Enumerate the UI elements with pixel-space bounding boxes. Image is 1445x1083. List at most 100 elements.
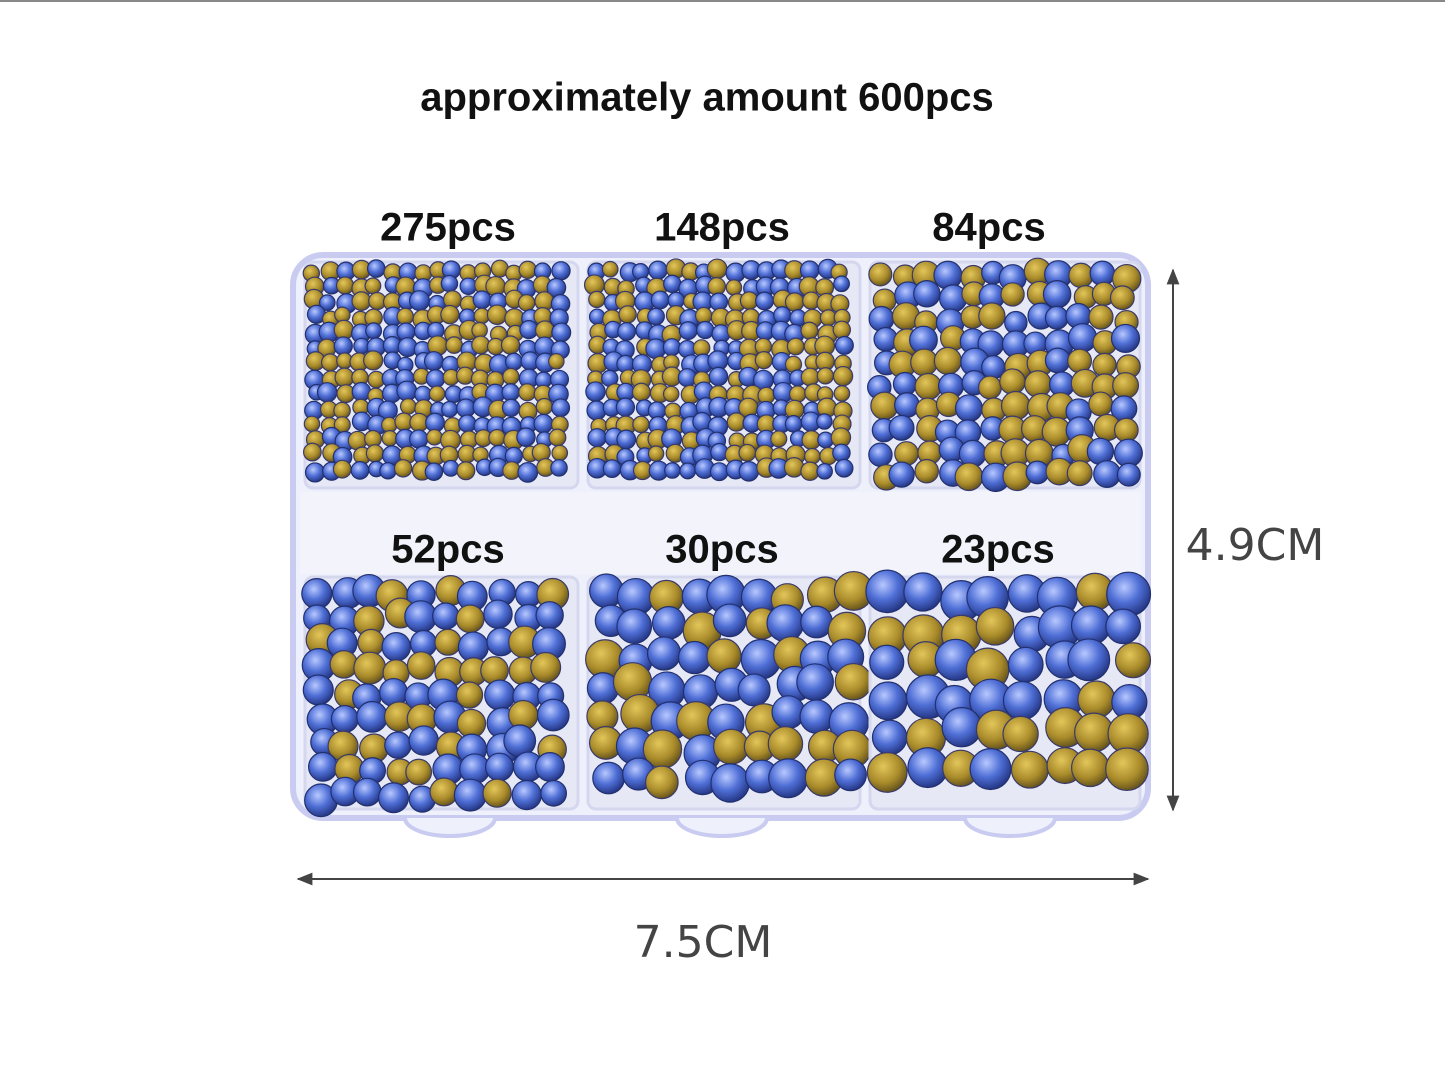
- rhinestone: [333, 336, 353, 356]
- rhinestone: [738, 443, 757, 462]
- rhinestone: [516, 427, 536, 447]
- rhinestone: [440, 274, 459, 293]
- rhinestone: [647, 307, 665, 326]
- divider: [300, 492, 1141, 574]
- rhinestone: [445, 336, 463, 354]
- rhinestone: [975, 606, 1015, 646]
- rhinestone: [999, 368, 1026, 395]
- rhinestone: [771, 695, 806, 730]
- rhinestone: [617, 322, 637, 341]
- rhinestone: [869, 644, 905, 680]
- rhinestone: [518, 260, 537, 280]
- title: approximately amount 600pcs: [420, 76, 994, 120]
- rhinestone: [954, 462, 984, 492]
- rhinestone: [832, 365, 854, 387]
- rhinestone: [1000, 282, 1025, 307]
- rhinestone: [455, 604, 485, 634]
- rhinestone: [954, 394, 983, 423]
- rhinestone: [1067, 323, 1098, 353]
- rhinestone: [907, 747, 949, 789]
- rhinestone: [1092, 352, 1117, 378]
- rhinestone: [679, 462, 697, 480]
- rhinestone: [1068, 262, 1094, 289]
- rhinestone: [486, 304, 508, 326]
- rhinestone: [631, 382, 651, 402]
- rhinestone: [365, 444, 385, 463]
- rhinestone: [533, 413, 554, 434]
- rhinestone: [799, 699, 834, 734]
- rhinestone: [1070, 748, 1110, 788]
- rhinestone: [424, 462, 444, 481]
- rhinestone: [409, 429, 429, 449]
- rhinestone: [423, 351, 444, 371]
- rhinestone: [892, 371, 918, 397]
- rhinestone: [1042, 280, 1072, 309]
- rhinestone: [482, 778, 512, 808]
- rhinestone: [406, 651, 436, 680]
- rhinestone: [1116, 462, 1141, 487]
- rhinestone: [484, 679, 516, 711]
- rhinestone: [650, 290, 670, 310]
- rhinestone: [1077, 680, 1116, 719]
- rhinestone: [646, 636, 682, 671]
- rhinestone: [706, 258, 728, 280]
- rhinestone: [365, 322, 383, 340]
- rhinestone: [941, 706, 982, 748]
- rhinestone: [335, 276, 355, 295]
- rhinestone: [440, 304, 460, 325]
- rhinestone: [816, 463, 833, 480]
- rhinestone: [618, 305, 637, 324]
- rhinestone: [816, 413, 833, 430]
- rhinestone: [1113, 417, 1139, 443]
- compartment-label: 148pcs: [654, 206, 790, 250]
- compartment-label: 52pcs: [391, 528, 504, 572]
- rhinestone: [834, 335, 854, 355]
- rhinestone: [834, 758, 867, 792]
- rhinestone: [393, 459, 413, 478]
- rhinestone: [351, 291, 372, 312]
- rhinestone: [307, 751, 338, 782]
- compartment-label: 23pcs: [941, 528, 1054, 572]
- rhinestone: [330, 704, 359, 733]
- rhinestone: [302, 674, 334, 706]
- rhinestone: [871, 719, 908, 756]
- rhinestone: [1088, 391, 1114, 417]
- rhinestone: [651, 606, 686, 640]
- rhinestone: [914, 372, 942, 401]
- rhinestone: [399, 398, 417, 415]
- rhinestone: [1105, 608, 1142, 645]
- compartment-label: 84pcs: [932, 206, 1045, 250]
- rhinestone: [796, 663, 834, 701]
- rhinestone: [432, 602, 460, 630]
- rhinestone: [364, 277, 382, 295]
- rhinestone: [459, 277, 478, 296]
- rhinestone: [678, 321, 698, 341]
- rhinestone: [767, 726, 804, 762]
- width-label: 7.5CM: [634, 917, 773, 968]
- rhinestone: [1106, 571, 1152, 617]
- rhinestone: [587, 428, 607, 448]
- rhinestone: [540, 779, 568, 807]
- rhinestone: [1024, 370, 1052, 398]
- rhinestone: [384, 731, 412, 759]
- rhinestone: [616, 608, 653, 645]
- compartment-label: 275pcs: [380, 206, 516, 250]
- rhinestone: [302, 442, 322, 462]
- rhinestone: [396, 307, 415, 326]
- rhinestone: [788, 385, 807, 403]
- rhinestone: [536, 698, 570, 732]
- rhinestone: [588, 290, 606, 309]
- rhinestone: [832, 320, 851, 340]
- rhinestone: [453, 778, 487, 812]
- rhinestone: [488, 428, 506, 447]
- rhinestone: [647, 445, 665, 462]
- rhinestone: [458, 414, 477, 433]
- rhinestone: [662, 385, 680, 403]
- rhinestone: [304, 462, 326, 483]
- rhinestone: [903, 572, 943, 612]
- rhinestone: [706, 638, 742, 674]
- rhinestone: [329, 649, 359, 679]
- rhinestone: [484, 752, 514, 782]
- rhinestone: [803, 447, 821, 465]
